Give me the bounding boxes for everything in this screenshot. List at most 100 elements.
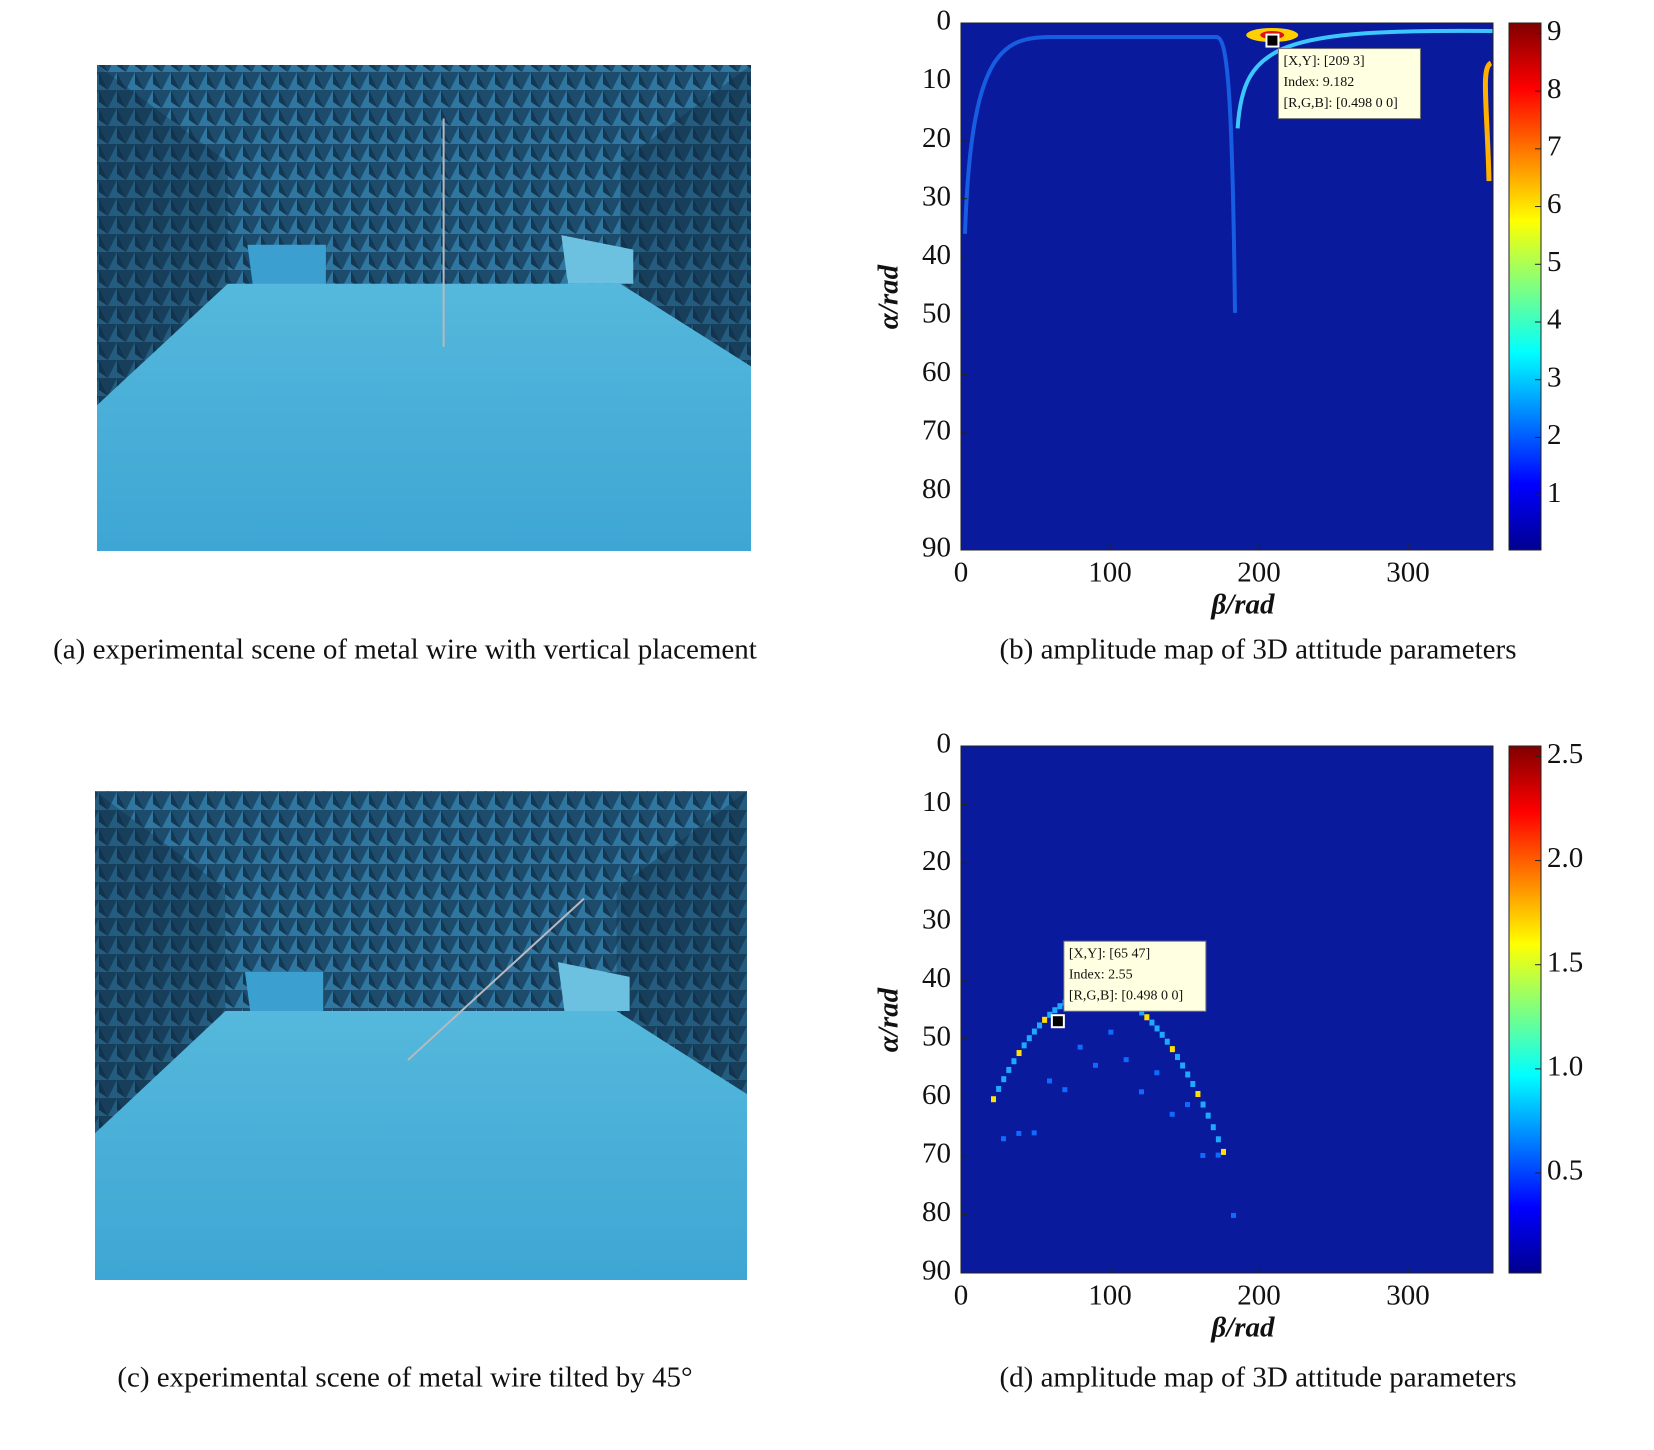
floor [95,1011,747,1280]
pixel [1154,1025,1160,1032]
pixel [1164,1038,1170,1045]
y-tick-label: 20 [922,845,951,877]
y-tick-label: 90 [922,1255,951,1287]
pixel [1144,1014,1150,1021]
pixel [1001,1136,1006,1142]
foam-block [557,962,630,1012]
caption: (b) amplitude map of 3D attitude paramet… [1000,634,1517,666]
datatip-box [1063,940,1207,1012]
y-tick-label: 80 [922,473,951,505]
pixel [1221,1148,1226,1155]
y-tick-label: 70 [922,1138,951,1170]
streak [1482,60,1493,182]
y-tick-label: 60 [922,356,951,388]
side-shade [620,65,751,367]
y-tick-label: 40 [922,962,951,994]
y-tick-label: 80 [922,1196,951,1228]
pixel [1149,1019,1155,1026]
x-tick-label: 100 [1088,557,1132,589]
datatip-text: [X,Y]: [65 47] [1069,946,1150,961]
pixel [1057,1003,1063,1010]
y-tick-label: 40 [922,239,951,271]
y-tick-label: 20 [922,122,951,154]
streak [963,35,1237,313]
x-tick-label: 300 [1386,557,1430,589]
colorbar-tick-label: 1.0 [1547,1051,1583,1083]
streak [1235,28,1494,129]
pixel [1190,1080,1196,1087]
y-tick-label: 0 [937,5,952,37]
datatip-text: Index: 9.182 [1283,75,1354,90]
colorbar-tick-label: 7 [1547,130,1562,162]
pixel [1006,1066,1012,1073]
pixel [1210,1124,1216,1131]
datatip-marker [1265,33,1280,48]
colorbar-tick-label: 4 [1547,304,1562,336]
pixel [1175,1054,1180,1061]
x-tick-label: 0 [954,1280,969,1312]
datatip-marker [1050,1014,1065,1029]
foam-block [244,971,324,1021]
pixel [1093,1062,1098,1068]
colorbar [1508,745,1542,1274]
x-tick-label: 200 [1237,1280,1281,1312]
pixel [1215,1152,1221,1158]
pixel [1205,1112,1211,1119]
colorbar-tick-label: 3 [1547,361,1562,393]
pixel [1159,1031,1165,1038]
y-tick-label: 30 [922,180,951,212]
pixel [1062,1087,1068,1093]
datatip-box [1277,48,1421,120]
x-tick-label: 0 [954,557,969,589]
pixel [1169,1046,1175,1053]
colorbar-tick-label: 5 [1547,246,1562,278]
colorbar-tick-label: 0.5 [1547,1155,1583,1187]
datatip-text: [X,Y]: [209 3] [1283,54,1364,69]
pixel [1154,1070,1160,1076]
pixel [1021,1042,1027,1049]
pixel [1108,1029,1114,1035]
y-axis-label: α/rad [873,987,905,1052]
pixel [1195,1091,1201,1098]
foam-block [247,244,326,294]
colorbar [1508,22,1542,551]
pixel [1042,1016,1048,1023]
colorbar-tick-label: 2.5 [1547,738,1583,770]
pixel [1185,1071,1191,1078]
pixel [1026,1035,1032,1042]
pixel [1169,1111,1175,1117]
y-tick-label: 50 [922,297,951,329]
x-axis-label: β/rad [1210,1312,1275,1344]
y-tick-label: 60 [922,1079,951,1111]
pixel [1139,1009,1145,1016]
pixel [1031,1130,1037,1136]
x-tick-label: 100 [1088,1280,1132,1312]
colorbar-tick-label: 1 [1547,477,1562,509]
datatip-text: [R,G,B]: [0.498 0 0] [1283,96,1397,111]
colorbar-tick-label: 1.5 [1547,946,1583,978]
y-tick-label: 50 [922,1020,951,1052]
pixel [1123,1057,1129,1063]
caption: (d) amplitude map of 3D attitude paramet… [1000,1362,1517,1394]
photo [95,791,747,1280]
pixel [1139,1089,1144,1095]
foam-block [561,235,634,284]
side-shade [616,791,747,1095]
y-tick-label: 10 [922,63,951,95]
colorbar-tick-label: 2.0 [1547,842,1583,874]
caption: (c) experimental scene of metal wire til… [117,1362,692,1394]
colorbar-tick-label: 9 [1547,15,1562,47]
side-shade [95,791,226,1134]
y-tick-label: 0 [937,728,952,760]
pixel [1011,1058,1017,1065]
pixel [1215,1136,1221,1143]
pixel [1016,1050,1022,1057]
pixel [991,1096,996,1103]
pixel [1037,1022,1042,1029]
y-axis-label: α/rad [873,264,905,329]
pixel [1001,1076,1007,1083]
colorbar-tick-label: 2 [1547,419,1562,451]
pixel [1047,1011,1053,1018]
